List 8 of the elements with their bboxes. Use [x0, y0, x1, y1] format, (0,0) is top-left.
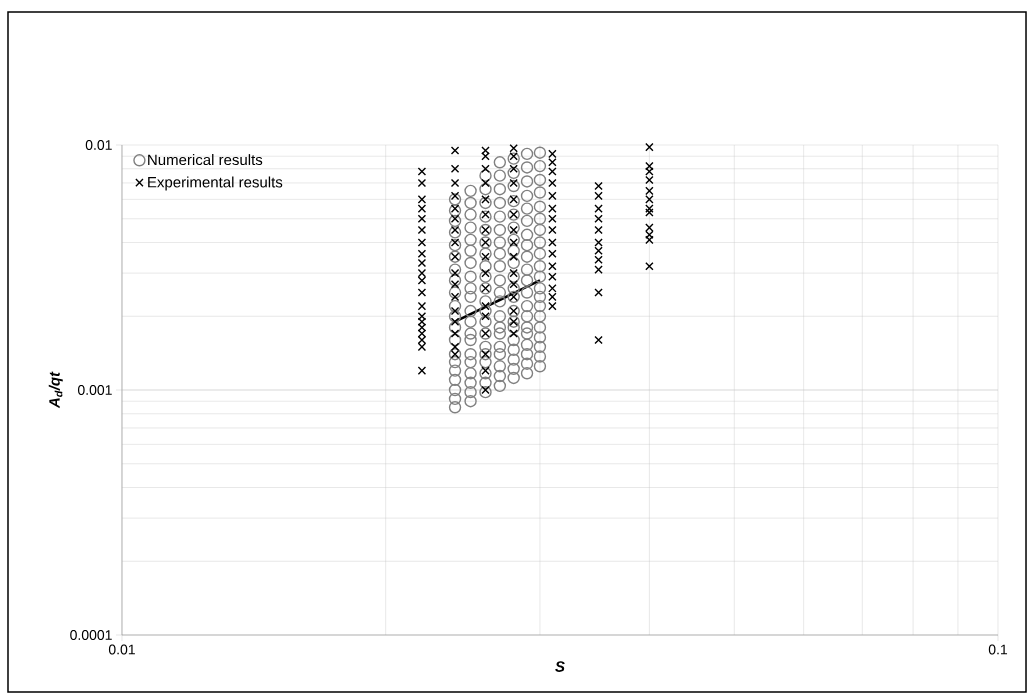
- legend-label: Experimental results: [148, 176, 283, 191]
- y-tick-label: 0.01: [85, 140, 112, 150]
- x-tick-label: 0.1: [988, 644, 1008, 655]
- y-axis-title: A$_{d}$/qt: [48, 371, 63, 409]
- y-tick-label: 0.001: [77, 385, 112, 395]
- legend-label: Numerical results: [148, 154, 263, 166]
- y-tick-label: 0.0001: [70, 630, 112, 640]
- x-axis-title: S: [555, 661, 565, 672]
